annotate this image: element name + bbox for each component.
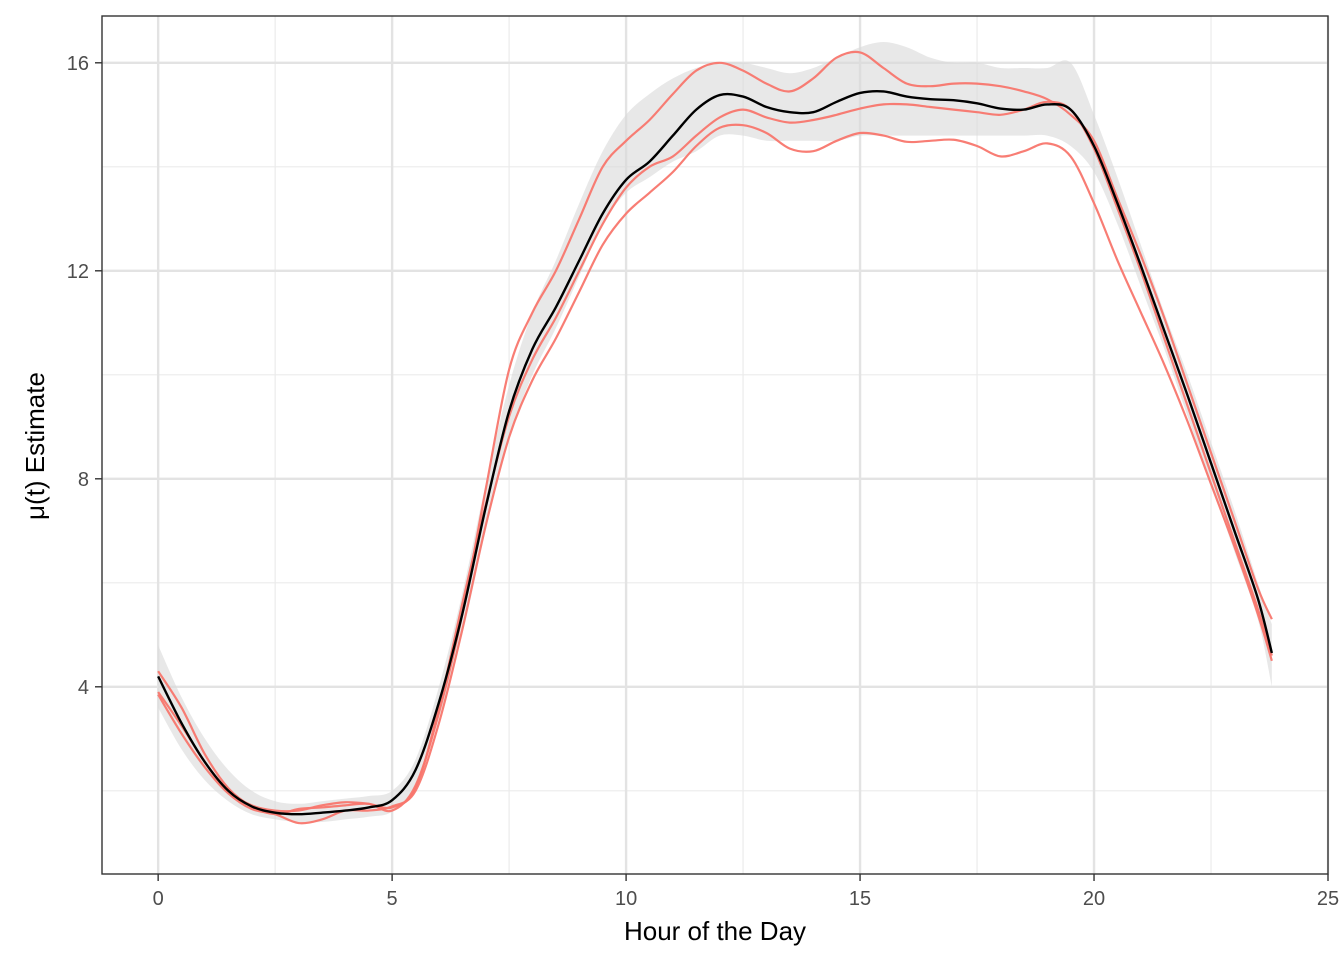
x-tick-label: 15 [849,888,871,910]
x-tick-label: 5 [387,888,398,910]
sample-curve-1 [157,50,1273,816]
x-tick-label: 10 [615,888,637,910]
mean-curve [157,89,1274,816]
sample-curve-2 [157,100,1273,813]
x-tick-label: 0 [153,888,164,910]
plot-panel-border [101,15,1329,875]
y-tick-label: 4 [78,677,89,699]
y-axis-ticks: 4 8 12 16 [67,53,102,699]
y-tick-label: 8 [78,469,89,491]
y-tick-label: 16 [67,53,89,75]
y-axis-title: μ(t) Estimate [20,372,50,520]
x-axis-ticks: 0 5 10 15 20 25 [153,874,1339,910]
x-tick-label: 20 [1083,888,1105,910]
x-axis-title: Hour of the Day [624,916,806,946]
plot-panel-background [102,16,1328,874]
y-tick-label: 12 [67,261,89,283]
x-tick-label: 25 [1317,888,1339,910]
